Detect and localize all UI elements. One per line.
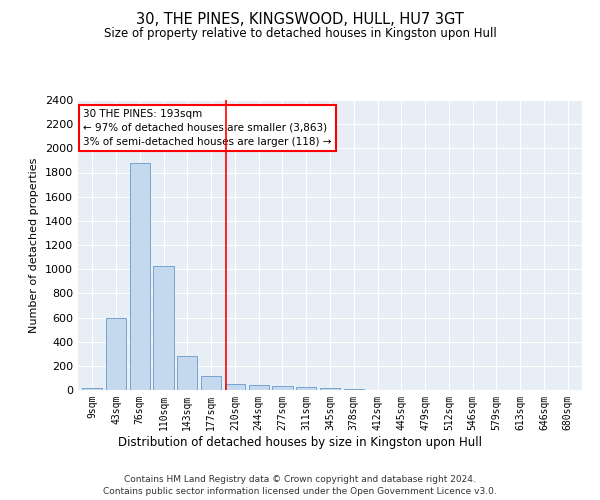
Text: Contains HM Land Registry data © Crown copyright and database right 2024.: Contains HM Land Registry data © Crown c…	[124, 476, 476, 484]
Text: Contains public sector information licensed under the Open Government Licence v3: Contains public sector information licen…	[103, 486, 497, 496]
Bar	[272, 386, 293, 390]
Bar	[130, 163, 150, 390]
Text: Distribution of detached houses by size in Kingston upon Hull: Distribution of detached houses by size …	[118, 436, 482, 449]
Text: 30 THE PINES: 193sqm
← 97% of detached houses are smaller (3,863)
3% of semi-det: 30 THE PINES: 193sqm ← 97% of detached h…	[83, 108, 332, 146]
Text: Size of property relative to detached houses in Kingston upon Hull: Size of property relative to detached ho…	[104, 28, 496, 40]
Bar	[106, 318, 126, 390]
Bar	[296, 387, 316, 390]
Text: 30, THE PINES, KINGSWOOD, HULL, HU7 3GT: 30, THE PINES, KINGSWOOD, HULL, HU7 3GT	[136, 12, 464, 28]
Y-axis label: Number of detached properties: Number of detached properties	[29, 158, 40, 332]
Bar	[320, 388, 340, 390]
Bar	[82, 388, 103, 390]
Bar	[201, 376, 221, 390]
Bar	[344, 388, 364, 390]
Bar	[154, 266, 173, 390]
Bar	[177, 356, 197, 390]
Bar	[225, 384, 245, 390]
Bar	[248, 384, 269, 390]
